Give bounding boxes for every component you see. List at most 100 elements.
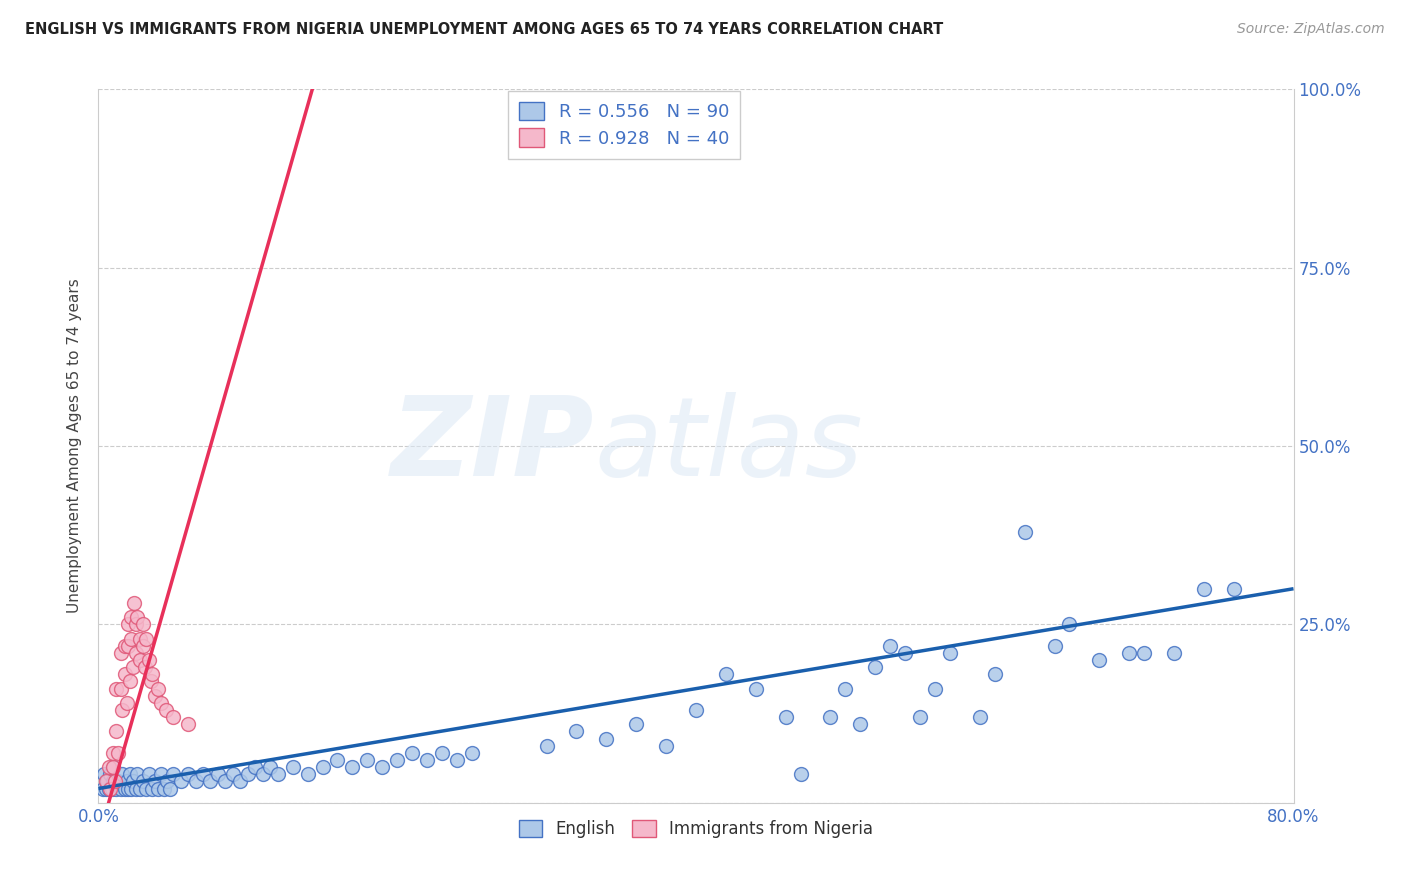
Point bbox=[96, 774, 118, 789]
Point bbox=[430, 746, 453, 760]
Point bbox=[924, 681, 946, 696]
Point bbox=[834, 681, 856, 696]
Point bbox=[105, 781, 128, 796]
Point bbox=[150, 767, 173, 781]
Point bbox=[1223, 582, 1246, 596]
Point bbox=[894, 646, 917, 660]
Point bbox=[159, 781, 181, 796]
Point bbox=[132, 774, 155, 789]
Point bbox=[110, 646, 132, 660]
Point bbox=[103, 746, 125, 760]
Point bbox=[416, 753, 439, 767]
Point bbox=[110, 681, 132, 696]
Point bbox=[148, 781, 170, 796]
Text: atlas: atlas bbox=[595, 392, 863, 500]
Point bbox=[101, 781, 124, 796]
Point bbox=[1014, 524, 1036, 539]
Point bbox=[1088, 653, 1111, 667]
Point bbox=[401, 746, 423, 760]
Point bbox=[342, 760, 364, 774]
Point bbox=[97, 781, 120, 796]
Text: ENGLISH VS IMMIGRANTS FROM NIGERIA UNEMPLOYMENT AMONG AGES 65 TO 74 YEARS CORREL: ENGLISH VS IMMIGRANTS FROM NIGERIA UNEMP… bbox=[25, 22, 943, 37]
Point bbox=[138, 767, 160, 781]
Point bbox=[1118, 646, 1140, 660]
Point bbox=[129, 781, 152, 796]
Point bbox=[139, 674, 162, 689]
Point bbox=[148, 681, 170, 696]
Point bbox=[143, 774, 166, 789]
Point bbox=[745, 681, 768, 696]
Point bbox=[103, 774, 125, 789]
Point bbox=[1059, 617, 1081, 632]
Point bbox=[156, 774, 179, 789]
Point bbox=[103, 760, 125, 774]
Point bbox=[117, 781, 139, 796]
Point bbox=[125, 781, 148, 796]
Point bbox=[125, 617, 148, 632]
Text: Source: ZipAtlas.com: Source: ZipAtlas.com bbox=[1237, 22, 1385, 37]
Point bbox=[111, 703, 134, 717]
Point bbox=[162, 767, 184, 781]
Legend: English, Immigrants from Nigeria: English, Immigrants from Nigeria bbox=[512, 813, 880, 845]
Point bbox=[91, 781, 114, 796]
Point bbox=[222, 767, 245, 781]
Point bbox=[207, 767, 229, 781]
Point bbox=[132, 617, 155, 632]
Point bbox=[141, 781, 163, 796]
Point bbox=[115, 774, 138, 789]
Point bbox=[162, 710, 184, 724]
Point bbox=[121, 774, 143, 789]
Point bbox=[1192, 582, 1215, 596]
Point bbox=[461, 746, 484, 760]
Point bbox=[191, 767, 214, 781]
Point bbox=[311, 760, 333, 774]
Point bbox=[685, 703, 707, 717]
Point bbox=[200, 774, 222, 789]
Point bbox=[98, 767, 122, 781]
Point bbox=[120, 781, 142, 796]
Point bbox=[236, 767, 259, 781]
Point bbox=[132, 639, 155, 653]
Point bbox=[135, 781, 157, 796]
Point bbox=[94, 781, 117, 796]
Point bbox=[789, 767, 811, 781]
Point bbox=[969, 710, 991, 724]
Point bbox=[245, 760, 267, 774]
Point bbox=[169, 774, 191, 789]
Text: ZIP: ZIP bbox=[391, 392, 595, 500]
Point bbox=[117, 639, 139, 653]
Point bbox=[184, 774, 207, 789]
Point bbox=[114, 639, 136, 653]
Point bbox=[120, 610, 142, 624]
Point bbox=[110, 781, 132, 796]
Point bbox=[155, 703, 177, 717]
Point bbox=[143, 689, 166, 703]
Point bbox=[908, 710, 931, 724]
Point bbox=[118, 767, 141, 781]
Point bbox=[1163, 646, 1185, 660]
Point bbox=[138, 653, 160, 667]
Point bbox=[127, 610, 149, 624]
Point bbox=[820, 710, 842, 724]
Point bbox=[114, 667, 136, 681]
Point bbox=[565, 724, 588, 739]
Point bbox=[446, 753, 468, 767]
Point bbox=[229, 774, 252, 789]
Point bbox=[121, 660, 143, 674]
Point bbox=[177, 717, 200, 731]
Point bbox=[714, 667, 737, 681]
Point bbox=[984, 667, 1007, 681]
Point bbox=[141, 667, 163, 681]
Point bbox=[129, 653, 152, 667]
Point bbox=[114, 781, 136, 796]
Point bbox=[281, 760, 304, 774]
Point bbox=[97, 760, 120, 774]
Y-axis label: Unemployment Among Ages 65 to 74 years: Unemployment Among Ages 65 to 74 years bbox=[67, 278, 83, 614]
Point bbox=[120, 632, 142, 646]
Point bbox=[536, 739, 558, 753]
Point bbox=[111, 767, 134, 781]
Point bbox=[103, 760, 125, 774]
Point bbox=[252, 767, 274, 781]
Point bbox=[267, 767, 290, 781]
Point bbox=[118, 674, 141, 689]
